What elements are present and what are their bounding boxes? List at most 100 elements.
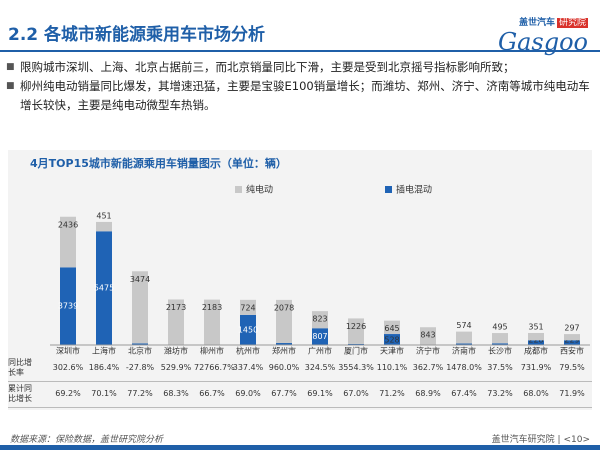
bar-segment	[348, 318, 364, 344]
data-label: 645	[384, 324, 399, 333]
x-tick-label: 济宁市	[416, 346, 440, 356]
x-tick-label: 长沙市	[488, 346, 512, 356]
x-tick-label: 西安市	[560, 346, 584, 356]
bar-segment	[456, 331, 472, 344]
row-label: 同比增长率	[8, 358, 32, 377]
data-label: 297	[564, 324, 579, 333]
table-cell: 731.9%	[520, 363, 552, 372]
logo-tag: 研究院	[556, 18, 588, 28]
bar-segment	[96, 231, 112, 345]
bullet: ■ 柳州纯电动销量同比爆发，其增速迅猛，主要是宝骏E100销量增长；而潍坊、郑州、…	[6, 77, 594, 115]
row-divider	[8, 381, 592, 382]
table-cell: 68.3%	[163, 389, 189, 398]
bar-segment	[96, 221, 112, 232]
bullet-marker: ■	[6, 81, 15, 91]
data-label: 451	[96, 211, 111, 220]
x-tick-label: 郑州市	[272, 346, 296, 356]
table-cell: 302.6%	[52, 363, 84, 372]
data-label: 495	[492, 323, 507, 332]
table-cell: 529.9%	[160, 363, 192, 372]
table-cell: 186.4%	[88, 363, 120, 372]
bar-segment	[528, 332, 544, 341]
legend-swatch	[235, 186, 242, 193]
bar-segment	[564, 334, 580, 341]
table-cell: 67.4%	[451, 389, 477, 398]
x-tick-label: 厦门市	[344, 346, 368, 356]
data-label: 3474	[130, 275, 150, 284]
bar-segment	[240, 299, 256, 315]
data-label: 1450	[238, 325, 258, 334]
table-cell: 77.2%	[127, 389, 153, 398]
brand: 盖世汽车研究院	[491, 435, 555, 445]
table-cell: 71.9%	[559, 389, 585, 398]
bar-segment	[420, 327, 436, 345]
table-cell: 71.2%	[379, 389, 405, 398]
data-label: 2173	[166, 303, 186, 312]
bar-segment	[312, 311, 328, 329]
source: 数据来源：保险数据，盖世研究院分析	[10, 435, 164, 445]
bar-segment	[168, 299, 184, 345]
x-tick-label: 柳州市	[200, 346, 224, 356]
bar-segment	[312, 328, 328, 345]
bar-segment	[348, 343, 364, 345]
bullet: ■ 限购城市深圳、上海、北京占据前三，而北京销量同比下滑，主要是受到北京摇号指标影…	[6, 58, 594, 77]
table-cell: 337.4%	[232, 363, 264, 372]
table-cell: 110.1%	[376, 363, 408, 372]
x-tick-label: 广州市	[308, 346, 332, 356]
x-tick-label: 天津市	[380, 346, 404, 356]
data-label: 3739	[58, 302, 78, 311]
x-tick-label: 成都市	[524, 346, 548, 356]
table-cell: 66.7%	[199, 389, 225, 398]
table-cell: 72766.7%	[194, 363, 235, 372]
table-cell: 324.5%	[304, 363, 336, 372]
table-cell: -27.8%	[125, 363, 155, 372]
bar-segment	[240, 314, 256, 345]
x-tick-label: 深圳市	[56, 346, 80, 356]
table-cell: 37.5%	[487, 363, 513, 372]
slide-title: 2.2 各城市新能源乘用车市场分析	[8, 25, 266, 45]
footer-brand: 盖世汽车研究院 | <10>	[491, 435, 590, 445]
data-label: 5475	[94, 284, 114, 293]
table-cell: 68.9%	[415, 389, 441, 398]
bullet-marker: ■	[6, 62, 15, 72]
divider	[0, 50, 600, 52]
x-tick-label: 潍坊市	[164, 346, 188, 356]
table-cell: 960.0%	[268, 363, 300, 372]
chart-title: 4月TOP15城市新能源乘用车销量图示（单位：辆）	[30, 156, 287, 170]
data-label: 351	[528, 322, 543, 331]
table-cell: 3554.3%	[338, 363, 374, 372]
bullet-text: 柳州纯电动销量同比爆发，其增速迅猛，主要是宝骏E100销量增长；而潍坊、郑州、济…	[20, 79, 590, 112]
bullet-text: 限购城市深圳、上海、北京占据前三，而北京销量同比下滑，主要是受到北京摇号指标影响…	[20, 60, 515, 74]
bar-segment	[456, 343, 472, 345]
page-number: <10>	[563, 435, 590, 445]
table-cell: 67.7%	[271, 389, 297, 398]
table-cell: 67.0%	[343, 389, 369, 398]
legend-swatch	[385, 186, 392, 193]
bar-segment	[60, 267, 76, 345]
bar-segment	[60, 216, 76, 268]
data-label: 807	[312, 332, 327, 341]
data-label: 1226	[346, 322, 366, 331]
table-cell: 1478.0%	[446, 363, 482, 372]
x-tick-label: 杭州市	[236, 346, 260, 356]
table-cell: 70.1%	[91, 389, 117, 398]
logo-cn: 盖世汽车	[518, 18, 555, 28]
table-cell: 68.0%	[523, 389, 549, 398]
row-divider	[8, 407, 592, 408]
data-label: 528	[384, 336, 399, 345]
chart: 4月TOP15城市新能源乘用车销量图示（单位：辆） 纯电动 插电混动 3739 243…	[30, 156, 590, 356]
bullet-list: ■ 限购城市深圳、上海、北京占据前三，而北京销量同比下滑，主要是受到北京摇号指标影…	[6, 58, 594, 115]
data-label: 2078	[274, 303, 294, 312]
bar-segment	[384, 320, 400, 335]
bar-segment	[132, 343, 148, 345]
row-label: 累计同比增长	[8, 384, 32, 403]
bar-segment	[204, 299, 220, 345]
bar-segment	[384, 334, 400, 345]
data-label: 2436	[58, 220, 78, 229]
data-label: 574	[456, 321, 471, 330]
legend-label: 插电混动	[396, 184, 432, 196]
bar-segment	[528, 340, 544, 345]
footer-bar	[0, 445, 600, 450]
data-label: 823	[312, 315, 327, 324]
